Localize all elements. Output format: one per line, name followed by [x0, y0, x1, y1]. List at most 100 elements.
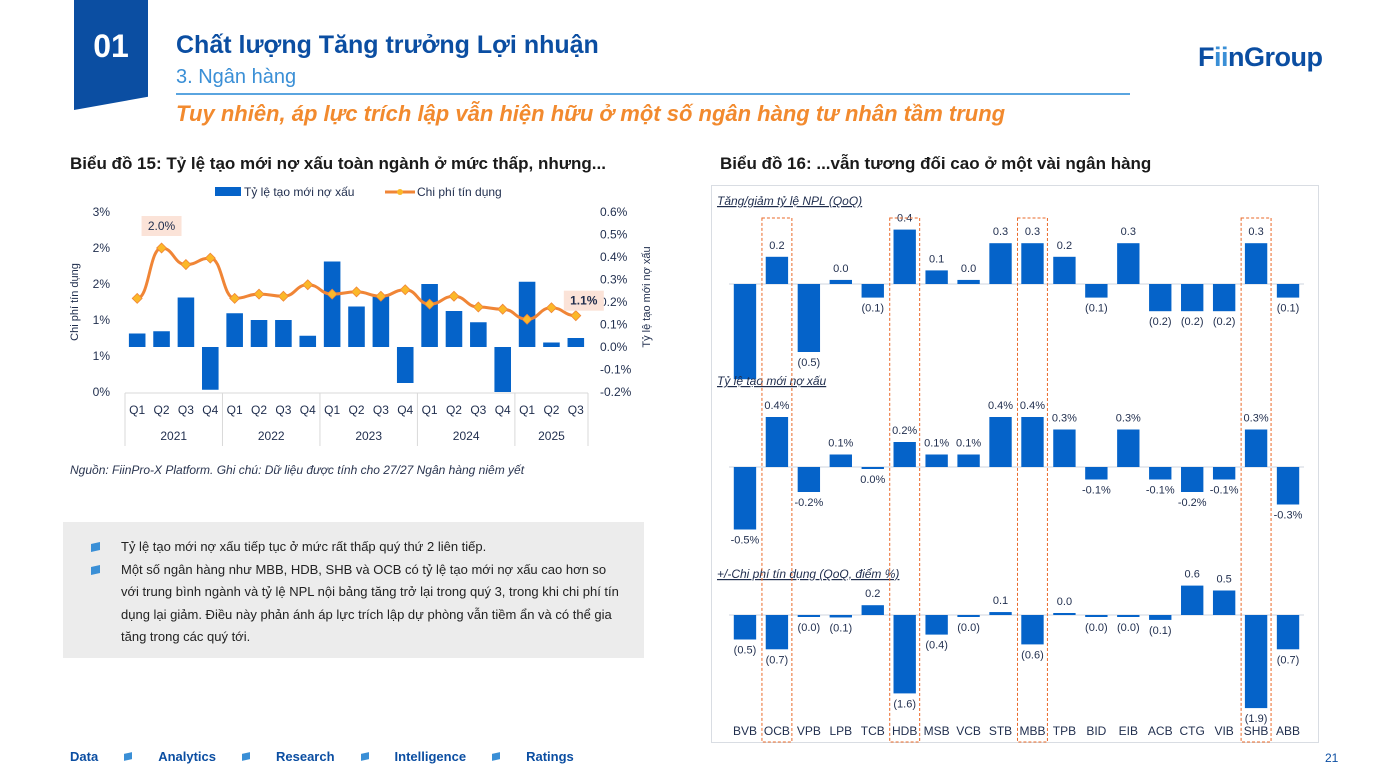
legend-label-npl: Tỷ lệ tạo mới nợ xấu: [244, 185, 354, 199]
npl-formation-bar: [202, 347, 219, 390]
bar-value-label: 0.2: [865, 588, 880, 600]
bank-bar: [1117, 243, 1140, 284]
bank-bar: [1244, 615, 1268, 709]
bar-value-label: 0.4%: [988, 400, 1013, 412]
bank-label: EIB: [1119, 724, 1138, 738]
bank-bar: [861, 467, 884, 469]
bar-value-label: -0.3%: [1274, 510, 1303, 522]
x-tick-year: 2022: [258, 429, 285, 443]
annotation-box: [563, 290, 604, 311]
npl-formation-bar: [250, 320, 268, 347]
npl-formation-bar: [494, 347, 511, 392]
bullet-icon: [91, 564, 100, 575]
chart15-svg: Tỷ lệ tạo mới nợ xấu Chi phí tín dụng 0% 1%…: [69, 185, 653, 446]
bank-bar: [1149, 467, 1172, 480]
bank-bar: [893, 615, 916, 694]
footer-item-data: Data: [70, 749, 99, 764]
bank-label: SHB: [1244, 724, 1269, 738]
right-axis-tick: 0.4%: [600, 250, 628, 264]
bank-bar: [893, 442, 916, 467]
bar-value-label: 0.2: [1057, 240, 1072, 252]
bank-label: VIB: [1214, 724, 1233, 738]
note-text: Tỷ lệ tạo mới nợ xấu tiếp tục ở mức rất …: [121, 539, 487, 554]
bank-bar: [1117, 429, 1140, 467]
x-tick-quarter: Q1: [129, 403, 145, 417]
credit-cost-marker: [448, 290, 460, 302]
bar-value-label: 0.1%: [956, 438, 981, 450]
credit-cost-marker: [204, 252, 216, 264]
bar-value-label: (0.0): [798, 622, 821, 634]
bar-value-label: (0.7): [1277, 654, 1300, 666]
bank-bar: [1021, 615, 1044, 645]
npl-formation-bar: [396, 347, 414, 383]
x-tick-quarter: Q2: [348, 403, 364, 417]
right-axis-tick: 0.1%: [600, 318, 628, 332]
bank-bar: [829, 454, 852, 467]
bank-bar: [797, 615, 821, 617]
bank-bar: [893, 229, 916, 284]
npl-formation-bar: [323, 261, 341, 347]
bank-bar: [1276, 615, 1300, 650]
logo-text-suffix: nGroup: [1228, 42, 1323, 72]
bar-value-label: (0.1): [829, 622, 852, 634]
highlight-box: [1240, 217, 1272, 743]
bank-bar: [765, 256, 789, 284]
legend-label-credit-cost: Chi phí tín dụng: [417, 185, 502, 199]
x-tick-year: 2025: [538, 429, 565, 443]
credit-cost-marker: [497, 303, 509, 315]
page-number: 21: [1325, 751, 1339, 765]
note-item: Một số ngân hàng như MBB, HDB, SHB và OC…: [91, 559, 624, 649]
bar-value-label: (0.2): [1213, 316, 1236, 328]
section-number-badge: 01: [74, 0, 148, 110]
panel-title: +/-Chi phí tín dụng (QoQ, điểm %): [717, 567, 899, 581]
bank-bar: [1244, 243, 1268, 284]
npl-formation-bar: [421, 284, 438, 347]
right-axis-label: Tỷ lệ tạo mới nợ xấu: [641, 246, 653, 347]
x-tick-quarter: Q3: [373, 403, 389, 417]
legend-marker: [397, 189, 403, 195]
bank-bar: [829, 279, 852, 284]
x-tick-quarter: Q1: [324, 403, 340, 417]
right-axis-tick: 0.6%: [600, 205, 628, 219]
bar-value-label: 0.3%: [1052, 413, 1077, 425]
headline: Tuy nhiên, áp lực trích lập vẫn hiện hữu…: [176, 101, 1006, 126]
bank-bar: [1053, 429, 1076, 467]
notes-box: Tỷ lệ tạo mới nợ xấu tiếp tục ở mức rất …: [63, 522, 644, 658]
npl-formation-bar: [226, 313, 243, 347]
bar-value-label: (0.5): [798, 357, 821, 369]
npl-formation-bar: [470, 322, 487, 347]
left-axis-tick: 2%: [93, 277, 111, 291]
bank-label: VCB: [956, 724, 981, 738]
legend-bar-swatch: [215, 187, 241, 196]
bar-value-label: 0.4%: [1020, 400, 1045, 412]
right-axis-tick: 0.3%: [600, 273, 628, 287]
x-tick-quarter: Q3: [275, 403, 291, 417]
bar-value-label: (0.5): [734, 645, 757, 657]
footer-nav: Data Analytics Research Intelligence Rat…: [70, 749, 574, 764]
bank-bar: [1244, 429, 1268, 467]
page-title: Chất lượng Tăng trưởng Lợi nhuận: [176, 31, 599, 59]
bank-bar: [925, 454, 948, 467]
bank-label: ACB: [1148, 724, 1173, 738]
title-divider: [176, 93, 1130, 95]
bar-value-label: 0.0: [1057, 596, 1072, 608]
bank-bar: [1212, 467, 1236, 480]
credit-cost-marker: [253, 288, 265, 300]
x-tick-quarter: Q4: [397, 403, 413, 417]
annotation-box: [141, 216, 182, 236]
chart16-title: Biểu đồ 16: ...vẫn tương đối cao ở một v…: [720, 154, 1152, 173]
left-axis-label: Chi phí tín dụng: [69, 263, 81, 341]
npl-formation-bar: [128, 333, 146, 347]
bar-value-label: -0.5%: [731, 535, 760, 547]
bank-label: CTG: [1180, 724, 1205, 738]
bank-bar: [1181, 284, 1204, 312]
npl-formation-bar: [348, 306, 365, 347]
bar-value-label: (0.2): [1181, 316, 1204, 328]
right-axis-tick: 0.5%: [600, 228, 628, 242]
bank-bar: [1181, 467, 1204, 492]
bank-bar: [1021, 417, 1044, 467]
x-tick-quarter: Q2: [543, 403, 559, 417]
panel-title: Tăng/giảm tỷ lệ NPL (QoQ): [717, 194, 862, 208]
bar-value-label: (0.1): [1277, 303, 1300, 315]
bank-label: OCB: [764, 724, 790, 738]
